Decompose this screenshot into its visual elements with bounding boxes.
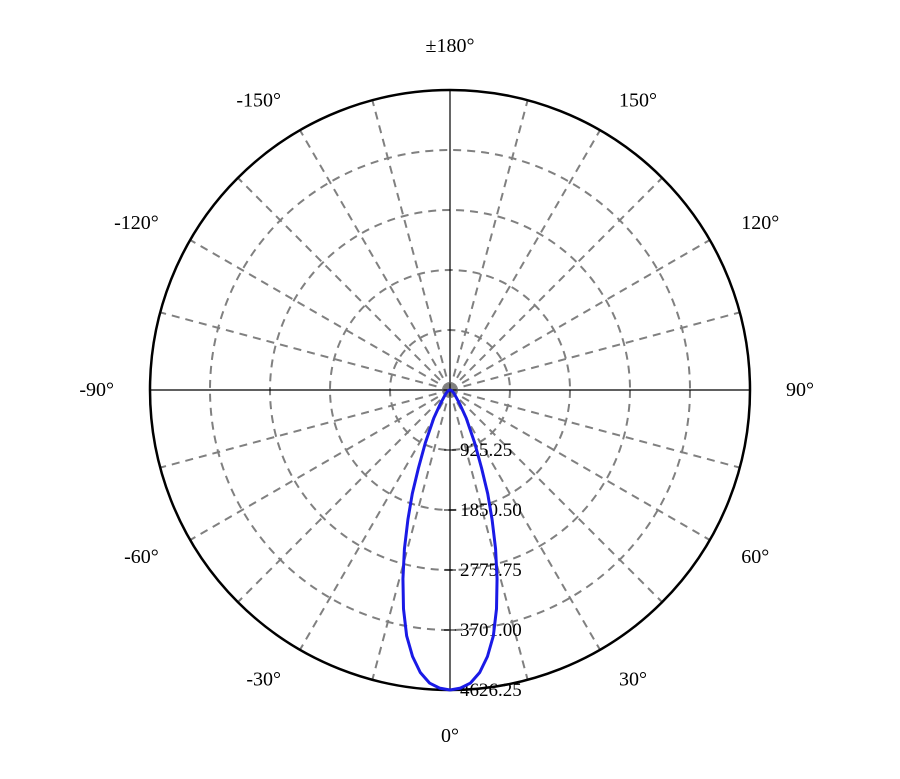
angle-label: -30°	[246, 668, 281, 690]
angle-label: 0°	[441, 725, 459, 747]
angle-label: 120°	[741, 212, 779, 234]
angle-label: ±180°	[426, 35, 475, 57]
radial-label: 3701.00	[460, 620, 522, 641]
radial-label: 925.25	[460, 440, 512, 461]
angle-label: 90°	[786, 379, 814, 401]
angle-label: 150°	[619, 90, 657, 112]
angle-label: -120°	[114, 212, 159, 234]
radial-label: 2775.75	[460, 560, 522, 581]
polar-chart: 925.251850.502775.753701.004626.250°30°6…	[0, 0, 900, 779]
angle-label: 30°	[619, 668, 647, 690]
angle-label: -90°	[79, 379, 114, 401]
angle-label: -150°	[236, 90, 281, 112]
angle-label: -60°	[124, 546, 159, 568]
angle-label: 60°	[741, 546, 769, 568]
